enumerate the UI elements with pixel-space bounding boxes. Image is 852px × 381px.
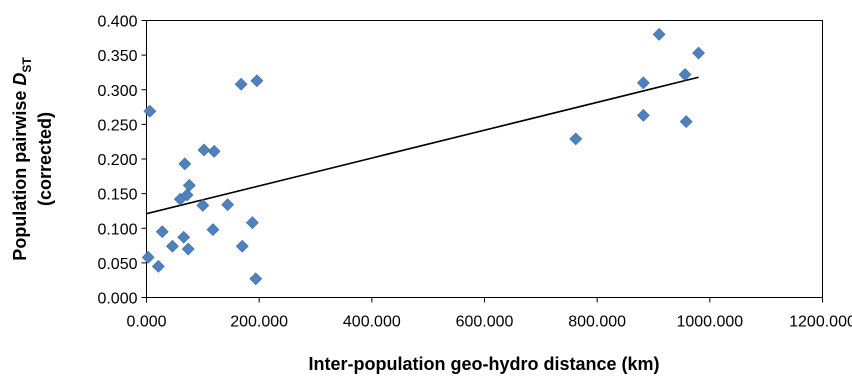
x-tick-label: 800.000: [568, 314, 626, 331]
data-point: [636, 76, 650, 90]
x-tick-label: 200.000: [230, 314, 288, 331]
y-tick-label: 0.100: [97, 221, 137, 238]
data-point: [234, 77, 248, 91]
y-tick-label: 0.300: [97, 83, 137, 100]
x-tick-label: 1000.000: [676, 314, 743, 331]
y-tick-label: 0.350: [97, 48, 137, 65]
data-point: [178, 157, 192, 171]
data-point: [221, 198, 235, 212]
y-axis-title-prefix: Population pairwise: [10, 86, 30, 261]
data-points: [141, 27, 705, 286]
data-point: [207, 144, 221, 158]
data-point: [165, 239, 179, 253]
data-point: [196, 198, 210, 212]
data-point: [569, 132, 583, 146]
data-point: [155, 225, 169, 239]
data-point: [151, 259, 165, 273]
data-point: [181, 242, 195, 256]
data-point: [177, 230, 191, 244]
x-tick-label: 0.000: [126, 314, 166, 331]
data-point: [143, 104, 157, 118]
y-axis-title: Population pairwise DST: [10, 57, 34, 261]
y-tick-label: 0.250: [97, 117, 137, 134]
y-axis-title-line2: (corrected): [35, 112, 55, 206]
y-axis-title-subscript: ST: [20, 57, 34, 73]
data-point: [692, 46, 705, 60]
y-tick-label: 0.150: [97, 187, 137, 204]
data-point: [206, 223, 220, 237]
y-axis-ticks: 0.000 0.050 0.100 0.150 0.200 0.250 0.300 0.350…: [97, 14, 147, 308]
data-point: [249, 272, 263, 286]
x-tick-label: 600.000: [456, 314, 514, 331]
data-point: [250, 74, 264, 88]
data-point: [197, 143, 211, 157]
trendline: [146, 76, 699, 215]
data-point: [652, 27, 666, 41]
data-point: [180, 188, 194, 202]
data-point: [141, 250, 155, 264]
x-tick-label: 1200.000: [789, 314, 852, 331]
x-axis-ticks: 0.000 200.000 400.000 600.000 800.000 1000.00…: [126, 297, 852, 331]
x-axis-title: Inter-population geo-hydro distance (km): [308, 354, 659, 374]
data-point: [182, 178, 196, 192]
data-point: [245, 216, 259, 230]
data-point: [678, 68, 692, 81]
y-tick-label: 0.000: [97, 291, 137, 308]
y-tick-label: 0.050: [97, 256, 137, 273]
data-point: [235, 239, 249, 253]
x-tick-label: 400.000: [343, 314, 401, 331]
trendline-layer: [146, 76, 699, 215]
y-axis-title-symbol: D: [10, 73, 30, 86]
plot-area: [146, 20, 823, 298]
data-point: [636, 108, 650, 122]
y-tick-label: 0.400: [97, 14, 137, 31]
y-tick-label: 0.200: [97, 152, 137, 169]
data-point: [679, 115, 693, 129]
